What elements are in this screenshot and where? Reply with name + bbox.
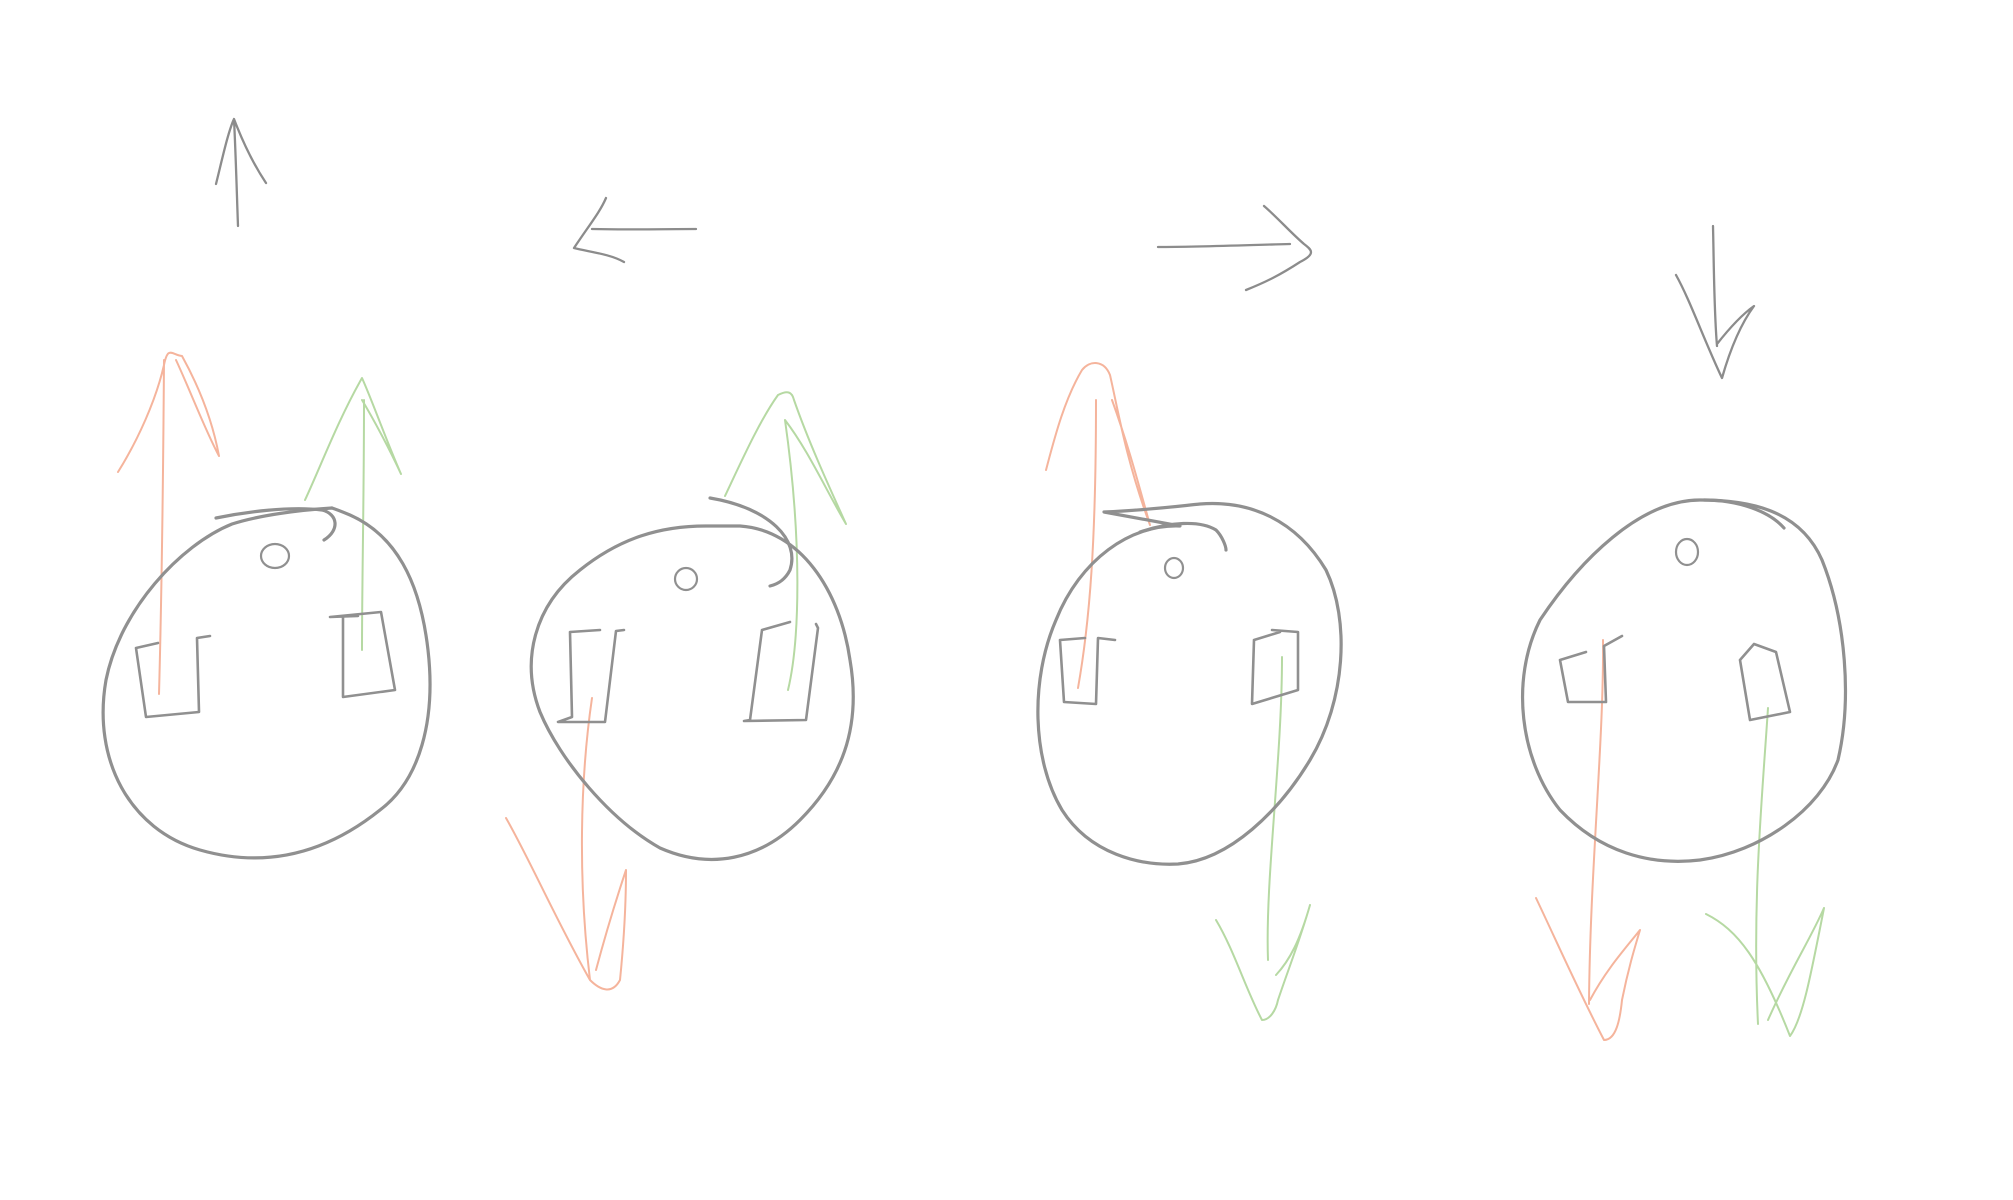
arrow-down-icon bbox=[1674, 224, 1756, 380]
robot-eye bbox=[1674, 537, 1700, 567]
left-wheel bbox=[1558, 634, 1624, 704]
robot-eye bbox=[259, 542, 291, 570]
right-wheel bbox=[1738, 642, 1792, 722]
robot-eye bbox=[673, 566, 699, 592]
right-wheel-backward-force-arrow bbox=[1215, 656, 1311, 1021]
right-wheel bbox=[1250, 628, 1300, 706]
robot-body-rim bbox=[708, 496, 794, 588]
robot-body-rim bbox=[1702, 498, 1786, 530]
robot-eye bbox=[1163, 556, 1185, 580]
robot-body-rim bbox=[214, 507, 337, 542]
robot-backward bbox=[1520, 224, 1848, 1041]
left-wheel-forward-force-arrow bbox=[1045, 362, 1151, 689]
robot-body-rim bbox=[1138, 521, 1228, 552]
robot-body bbox=[101, 506, 432, 860]
left-wheel-backward-force-arrow bbox=[1535, 639, 1641, 1041]
left-wheel-backward-force-arrow bbox=[505, 697, 627, 991]
left-wheel bbox=[556, 628, 626, 724]
left-wheel bbox=[134, 634, 212, 719]
right-wheel-forward-force-arrow bbox=[304, 377, 402, 651]
robot-turn-left bbox=[505, 196, 855, 991]
robot-forward bbox=[101, 117, 432, 860]
robot-body bbox=[529, 524, 855, 861]
robot-body bbox=[1520, 498, 1848, 863]
right-wheel bbox=[742, 620, 820, 723]
right-wheel-backward-force-arrow bbox=[1705, 707, 1825, 1037]
arrow-left-icon bbox=[572, 196, 698, 264]
right-wheel bbox=[328, 610, 397, 699]
arrow-right-icon bbox=[1156, 204, 1313, 292]
left-wheel bbox=[1058, 636, 1117, 706]
robot-body bbox=[1036, 501, 1343, 866]
robot-turn-right bbox=[1036, 204, 1343, 1021]
arrow-up-icon bbox=[214, 117, 268, 228]
right-wheel-forward-force-arrow bbox=[724, 391, 847, 691]
left-wheel-forward-force-arrow bbox=[117, 351, 220, 695]
